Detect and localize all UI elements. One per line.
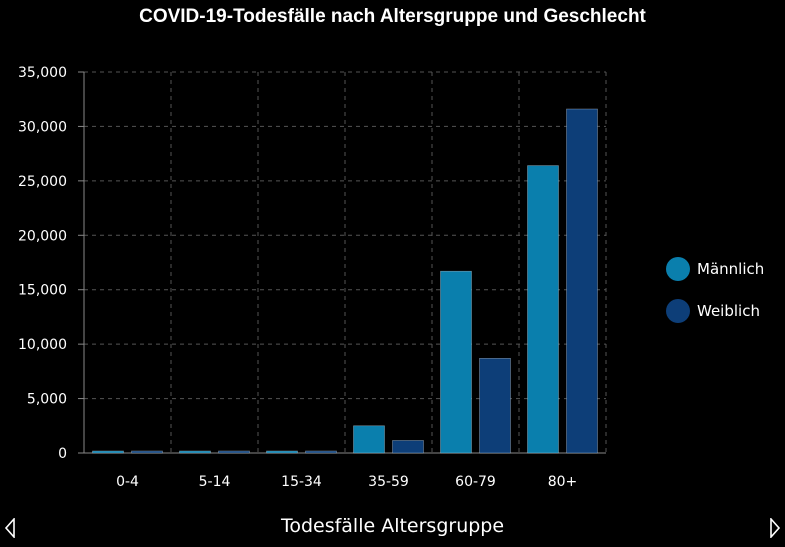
footer-caption: Todesfälle Altersgruppe xyxy=(280,515,505,537)
chevron-right-icon[interactable] xyxy=(769,518,781,538)
bar-weiblich-35-59[interactable] xyxy=(392,440,424,454)
y-tick-label: 5,000 xyxy=(27,392,67,408)
y-tick-label: 15,000 xyxy=(18,283,67,299)
x-tick-label: 5-14 xyxy=(199,474,231,490)
x-tick-label: 80+ xyxy=(548,474,578,490)
x-tick-label: 0-4 xyxy=(116,474,139,490)
chevron-left-icon[interactable] xyxy=(4,518,16,538)
y-tick-label: 25,000 xyxy=(18,174,67,190)
bar-maennlich-15-34[interactable] xyxy=(266,450,298,454)
legend-item-maennlich[interactable]: Männlich xyxy=(666,257,764,281)
bar-weiblich-60-79[interactable] xyxy=(479,357,511,454)
bar-weiblich-5-14[interactable] xyxy=(218,450,250,454)
y-tick-label: 30,000 xyxy=(18,119,67,135)
bar-weiblich-15-34[interactable] xyxy=(305,450,337,454)
legend-swatch-weiblich xyxy=(666,299,690,323)
bar-maennlich-35-59[interactable] xyxy=(353,425,385,454)
x-tick-label: 35-59 xyxy=(368,474,409,490)
chart-legend: Männlich Weiblich xyxy=(666,257,764,341)
legend-label-maennlich: Männlich xyxy=(697,260,765,278)
y-tick-label: 20,000 xyxy=(18,228,67,244)
bar-weiblich-80+[interactable] xyxy=(566,108,598,454)
legend-label-weiblich: Weiblich xyxy=(697,302,760,320)
y-tick-label: 0 xyxy=(58,446,67,462)
x-tick-label: 15-34 xyxy=(281,474,322,490)
legend-swatch-maennlich xyxy=(666,257,690,281)
y-tick-label: 10,000 xyxy=(18,337,67,353)
bar-weiblich-0-4[interactable] xyxy=(131,450,163,454)
bar-maennlich-0-4[interactable] xyxy=(92,450,124,454)
bar-maennlich-5-14[interactable] xyxy=(179,450,211,454)
x-tick-label: 60-79 xyxy=(455,474,496,490)
bar-maennlich-60-79[interactable] xyxy=(440,270,472,454)
chart-title: COVID-19-Todesfälle nach Altersgruppe un… xyxy=(139,6,646,27)
y-tick-label: 35,000 xyxy=(18,65,67,81)
legend-item-weiblich[interactable]: Weiblich xyxy=(666,299,764,323)
bar-maennlich-80+[interactable] xyxy=(527,165,559,454)
